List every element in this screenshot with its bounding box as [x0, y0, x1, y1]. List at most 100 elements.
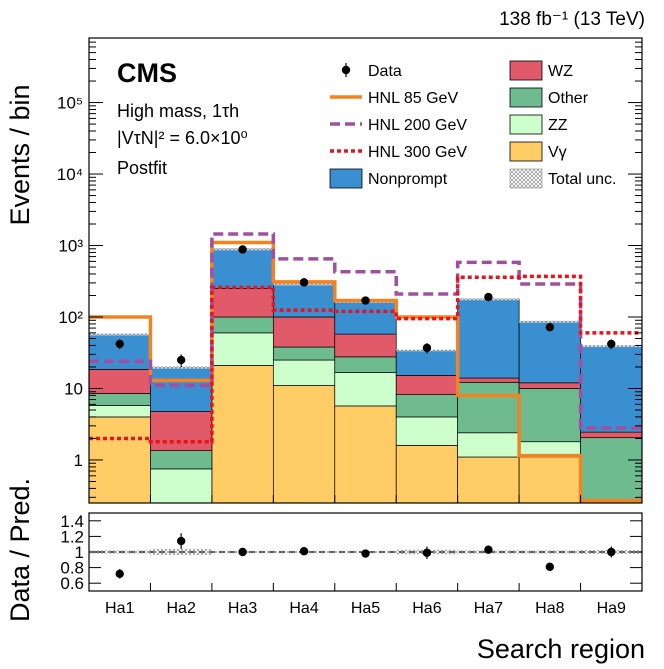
legend-label-data: Data [368, 63, 402, 80]
bar-other-Ha9 [580, 437, 643, 504]
ratio-point-Ha6 [422, 548, 432, 557]
y-tick-label: 10² [58, 308, 83, 327]
bar-zz-Ha7 [457, 432, 520, 458]
data-point-Ha2 [176, 355, 186, 365]
x-tick-label-Ha1: Ha1 [105, 600, 134, 617]
bar-other-Ha2 [150, 450, 213, 470]
bar-nonprompt-Ha1 [88, 333, 151, 370]
lumi-label: 138 fb⁻¹ (13 TeV) [499, 9, 645, 30]
data-point-Ha3 [238, 245, 247, 254]
bar-nonprompt-Ha3 [211, 248, 274, 289]
bar-wz-Ha4 [272, 316, 336, 348]
bar-zz-Ha2 [150, 468, 213, 504]
data-point-Ha7 [484, 292, 493, 302]
legend-label-hnl-300-gev: HNL 300 GeV [368, 144, 467, 161]
y-tick-label: 10⁴ [57, 165, 83, 184]
legend-label-other: Other [548, 90, 589, 107]
bar-nonprompt-Ha9 [580, 345, 643, 433]
x-tick-label-Ha8: Ha8 [535, 600, 564, 617]
legend-label-total-unc: Total unc. [548, 171, 616, 188]
ratio-tick-label: 1.4 [60, 512, 84, 531]
legend-swatch-nonprompt [329, 168, 363, 189]
bar-other-Ha5 [334, 356, 397, 373]
bar-vgamma-Ha5 [334, 405, 397, 504]
legend-label-hnl-85-gev: HNL 85 GeV [368, 90, 458, 107]
experiment-label: CMS [117, 58, 177, 88]
bar-nonprompt-Ha4 [272, 283, 336, 318]
signal-line-hnl-200-gev [89, 232, 642, 430]
main-frame [88, 37, 643, 504]
bar-wz-Ha9 [580, 431, 643, 439]
legend-label-vgamma: Vγ [548, 144, 567, 161]
info-line-3: Postfit [117, 158, 167, 178]
y-tick-label: 1 [74, 451, 83, 470]
bar-zz-Ha1 [88, 405, 151, 418]
ratio-tick-label: 0.6 [60, 574, 84, 593]
legend: Data HNL 85 GeV HNL 200 GeV HNL 300 GeV Nonp… [329, 60, 616, 189]
x-tick-label-Ha2: Ha2 [166, 600, 195, 617]
legend-data-marker [341, 65, 351, 75]
ratio-point-Ha5 [361, 549, 370, 558]
bar-vgamma-Ha7 [457, 456, 520, 504]
bar-wz-Ha2 [150, 411, 213, 451]
bar-vgamma-Ha6 [395, 445, 459, 504]
y-tick-label: 10⁵ [57, 94, 83, 113]
ratio-tick-label: 1.2 [60, 527, 84, 546]
x-tick-label-Ha4: Ha4 [289, 600, 318, 617]
x-tick-label-Ha3: Ha3 [228, 600, 257, 617]
annotations: 138 fb⁻¹ (13 TeV) CMS High mass, 1τh |Vτ… [5, 9, 645, 664]
ratio-point-Ha2 [176, 536, 186, 546]
bar-other-Ha8 [518, 388, 581, 443]
data-point-Ha6 [422, 343, 432, 353]
bar-other-Ha1 [88, 393, 151, 406]
data-point-Ha1 [115, 339, 124, 349]
bar-wz-Ha8 [518, 382, 581, 389]
unc-band-Ha8 [519, 320, 581, 323]
x-tick-label-Ha7: Ha7 [474, 600, 503, 617]
bar-nonprompt-Ha8 [518, 320, 581, 384]
ratio-plot: 0.60.811.21.4 Ha1 Ha2 Ha3 Ha4 Ha5 Ha6 Ha7 Ha8 Ha9 [60, 512, 643, 617]
bar-zz-Ha5 [334, 372, 397, 407]
legend-label-zz: ZZ [548, 117, 568, 134]
legend-swatch-total-unc [509, 168, 543, 189]
bar-zz-Ha4 [272, 359, 336, 386]
bar-other-Ha3 [211, 316, 274, 334]
info-line-2: |VτN|² = 6.0×10⁰ [117, 128, 248, 148]
bar-nonprompt-Ha6 [395, 349, 459, 376]
unc-band-Ha2 [150, 366, 212, 369]
bar-wz-Ha5 [334, 333, 397, 358]
legend-swatch-zz [509, 114, 543, 135]
bar-nonprompt-Ha2 [150, 367, 213, 412]
y-tick-label: 10³ [58, 237, 83, 256]
y-tick-label: 10 [64, 379, 83, 398]
bar-zz-Ha6 [395, 416, 459, 446]
x-tick-label-Ha5: Ha5 [351, 600, 380, 617]
bar-vgamma-Ha4 [272, 385, 336, 504]
data-point-Ha8 [545, 322, 555, 332]
ratio-point-Ha9 [607, 547, 616, 557]
y-axis-label: Events / bin [5, 84, 35, 225]
legend-swatch-other [509, 87, 543, 108]
bar-vgamma-Ha8 [518, 456, 581, 504]
ratio-point-Ha3 [238, 547, 247, 557]
legend-label-hnl-200-gev: HNL 200 GeV [368, 117, 467, 134]
data-point-Ha9 [607, 339, 616, 349]
legend-swatch-vgamma [509, 141, 543, 162]
bar-vgamma-Ha3 [211, 365, 274, 504]
x-tick-label-Ha6: Ha6 [412, 600, 441, 617]
x-tick-label-Ha9: Ha9 [597, 600, 626, 617]
legend-label-wz: WZ [548, 63, 573, 80]
bar-wz-Ha1 [88, 369, 151, 394]
data-point-Ha4 [299, 278, 309, 287]
signal-line-hnl-300-gev [89, 274, 642, 444]
bar-zz-Ha3 [211, 332, 274, 366]
ratio-point-Ha1 [115, 569, 124, 579]
ratio-point-Ha4 [299, 547, 309, 556]
info-line-1: High mass, 1τh [117, 101, 239, 121]
ratio-tick-label: 0.8 [60, 559, 84, 578]
bar-wz-Ha7 [457, 377, 520, 383]
unc-band-Ha1 [89, 333, 151, 336]
legend-label-nonprompt: Nonprompt [368, 171, 448, 188]
data-point-Ha5 [361, 296, 370, 305]
